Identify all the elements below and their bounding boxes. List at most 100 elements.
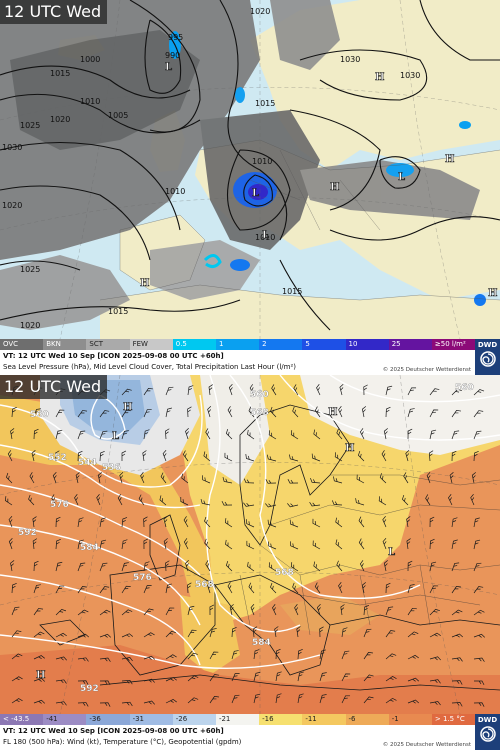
wind-barb — [55, 429, 63, 440]
wind-barb — [335, 539, 343, 550]
wind-barb — [249, 384, 255, 396]
wind-barb — [451, 680, 463, 685]
wind-barb — [363, 652, 373, 660]
wind-barb — [473, 539, 481, 550]
wind-barb — [163, 538, 168, 550]
wind-barb — [209, 696, 219, 704]
wind-barb — [99, 609, 111, 616]
wind-barb — [271, 384, 277, 396]
high-pressure-center: H — [375, 72, 384, 83]
geopotential-label: 560 — [250, 390, 269, 400]
wind-barb — [231, 672, 240, 682]
pressure-centers: H L L H L L H H H — [140, 62, 498, 300]
wind-barb — [99, 633, 112, 638]
wind-barb — [74, 494, 79, 506]
wind-barb — [77, 517, 84, 528]
geopotential-label: 576 — [133, 573, 152, 583]
wind-barb — [358, 538, 365, 550]
low-pressure-center: L — [112, 431, 119, 442]
wind-barb — [296, 626, 301, 638]
wind-barb — [143, 429, 150, 440]
wind-barb — [340, 604, 345, 616]
wind-barb — [316, 603, 321, 616]
wind-barb — [405, 450, 410, 462]
isobar-labels: 1020 1015 1010 1005 1030 1025 1030 1020 … — [2, 7, 420, 330]
wind-barb — [7, 450, 13, 462]
geopotential-label: 568 — [250, 408, 269, 418]
wind-barb — [429, 585, 439, 594]
wind-barb — [246, 540, 255, 550]
wind-barb — [381, 450, 387, 462]
isobar-label: 1015 — [255, 99, 275, 108]
wind-barb — [407, 584, 415, 594]
top-caption-description: Sea Level Pressure (hPa), Mid Level Clou… — [3, 363, 296, 371]
wind-barb — [363, 605, 369, 616]
isobar-label: 1010 — [252, 157, 272, 166]
wind-barb — [379, 473, 387, 484]
wind-barb — [99, 562, 108, 572]
wind-barb — [205, 428, 211, 440]
dwd-spiral-icon — [479, 726, 496, 742]
top-caption-valid-time: VT: 12 UTC Wed 10 Sep [ICON 2025-09-08 0… — [3, 352, 224, 360]
wind-barb — [246, 519, 255, 528]
valid-time-label: 12 UTC Wed — [0, 0, 108, 24]
legend-entry: < -43.5 — [0, 714, 44, 725]
wind-barb — [121, 562, 129, 572]
high-pressure-center: H — [140, 278, 149, 289]
wind-barb — [99, 410, 110, 418]
wind-barb — [407, 387, 417, 396]
wind-barb — [382, 537, 387, 550]
wind-barb — [333, 476, 343, 484]
wind-barb — [204, 538, 211, 550]
top-caption: VT: 12 UTC Wed 10 Sep [ICON 2025-09-08 0… — [0, 350, 475, 375]
wind-barb — [268, 430, 277, 440]
wind-barb — [473, 450, 479, 462]
legend-entry: -26 — [172, 714, 216, 725]
wind-barb — [143, 700, 155, 705]
legend-entry: 5 — [302, 339, 346, 350]
temperature-map-svg: 560 552 560 568 536 544 576 592 584 576 … — [0, 375, 500, 714]
wind-barb — [183, 516, 189, 528]
wind-barb — [77, 539, 84, 550]
wind-barb — [77, 680, 89, 685]
wind-barb — [243, 502, 255, 507]
wind-barb — [363, 696, 374, 704]
legend-entry: 1 — [215, 339, 260, 350]
low-pressure-center: L — [252, 188, 259, 199]
wind-barb — [451, 633, 464, 638]
wind-barb — [292, 582, 299, 594]
wind-barb — [250, 603, 255, 616]
wind-barb — [160, 472, 167, 484]
wind-barb — [165, 428, 170, 440]
wind-barb — [165, 407, 172, 418]
wind-barb — [55, 632, 67, 638]
high-pressure-center: H — [123, 402, 132, 413]
legend-entry: 10 — [345, 339, 389, 350]
wind-barb — [183, 538, 189, 550]
wind-barb — [75, 472, 80, 484]
wind-barb — [425, 494, 431, 506]
high-pressure-center: H — [445, 154, 454, 165]
wind-barb — [10, 428, 15, 440]
geopotential-label: 544 — [78, 458, 97, 468]
wind-barb — [143, 585, 152, 594]
wind-barb — [121, 679, 133, 685]
wind-barb — [187, 385, 194, 396]
wind-barb — [401, 494, 409, 506]
wind-barb — [99, 450, 105, 462]
wind-barb — [426, 471, 431, 484]
wind-barb — [451, 702, 463, 707]
wind-barb — [205, 560, 211, 572]
wind-barb — [253, 693, 261, 704]
wind-barb — [243, 478, 255, 484]
wind-barb — [287, 478, 299, 484]
geopotential-label: 592 — [18, 528, 37, 538]
wind-barb — [207, 406, 212, 418]
wind-barb — [451, 539, 458, 550]
wind-barb — [77, 609, 89, 616]
wind-barb — [165, 560, 170, 572]
wind-barb — [99, 586, 110, 594]
wind-barb — [385, 606, 394, 616]
wind-barb — [121, 657, 133, 662]
pressure-centers: H L L H H H — [36, 402, 396, 682]
